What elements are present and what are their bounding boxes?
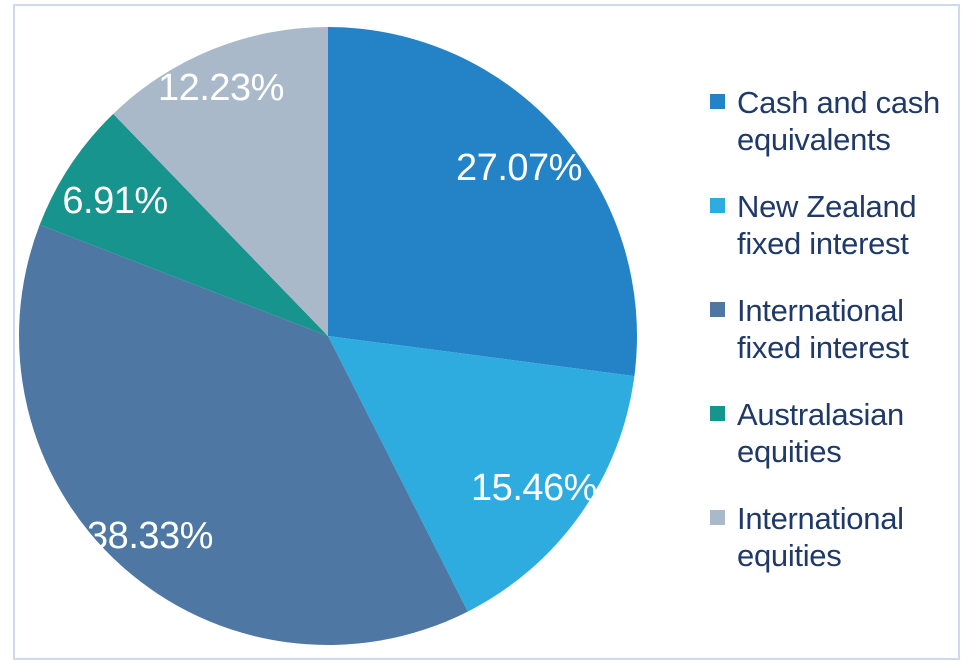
legend-swatch-cash-and-cash-equivalents	[710, 94, 725, 109]
legend-label-international-equities: International equities	[737, 501, 904, 573]
pie-data-label-international-fixed-interest: 38.33%	[87, 515, 213, 557]
legend-swatch-international-fixed-interest	[710, 302, 725, 317]
legend-swatch-new-zealand-fixed-interest	[710, 198, 725, 213]
legend-item-australasian-equities: Australasian equities	[710, 396, 966, 470]
pie-slice-international-fixed-interest	[19, 224, 468, 645]
legend-label-australasian-equities: Australasian equities	[737, 397, 904, 469]
legend-swatch-australasian-equities	[710, 406, 725, 421]
pie-data-label-international-equities: 12.23%	[158, 67, 284, 109]
pie-slice-international-equities	[113, 27, 329, 336]
pie-slice-cash-and-cash-equivalents	[328, 27, 638, 377]
pie-slice-new-zealand-fixed-interest	[328, 336, 635, 612]
pie-data-label-australasian-equities: 6.91%	[62, 180, 167, 222]
legend-label-cash-and-cash-equivalents: Cash and cash equivalents	[737, 85, 940, 157]
pie-slice-australasian-equities	[39, 113, 329, 336]
legend-label-new-zealand-fixed-interest: New Zealand fixed interest	[737, 189, 917, 261]
pie-data-label-new-zealand-fixed-interest: 15.46%	[471, 467, 597, 509]
legend-swatch-international-equities	[710, 510, 725, 525]
legend-item-international-equities: International equities	[710, 500, 966, 574]
legend-item-international-fixed-interest: International fixed interest	[710, 292, 966, 366]
pie-data-label-cash-and-cash-equivalents: 27.07%	[456, 147, 582, 189]
legend-item-cash-and-cash-equivalents: Cash and cash equivalents	[710, 84, 966, 158]
legend: Cash and cash equivalents New Zealand fi…	[710, 84, 966, 574]
legend-item-new-zealand-fixed-interest: New Zealand fixed interest	[710, 188, 966, 262]
legend-label-international-fixed-interest: International fixed interest	[737, 293, 909, 365]
